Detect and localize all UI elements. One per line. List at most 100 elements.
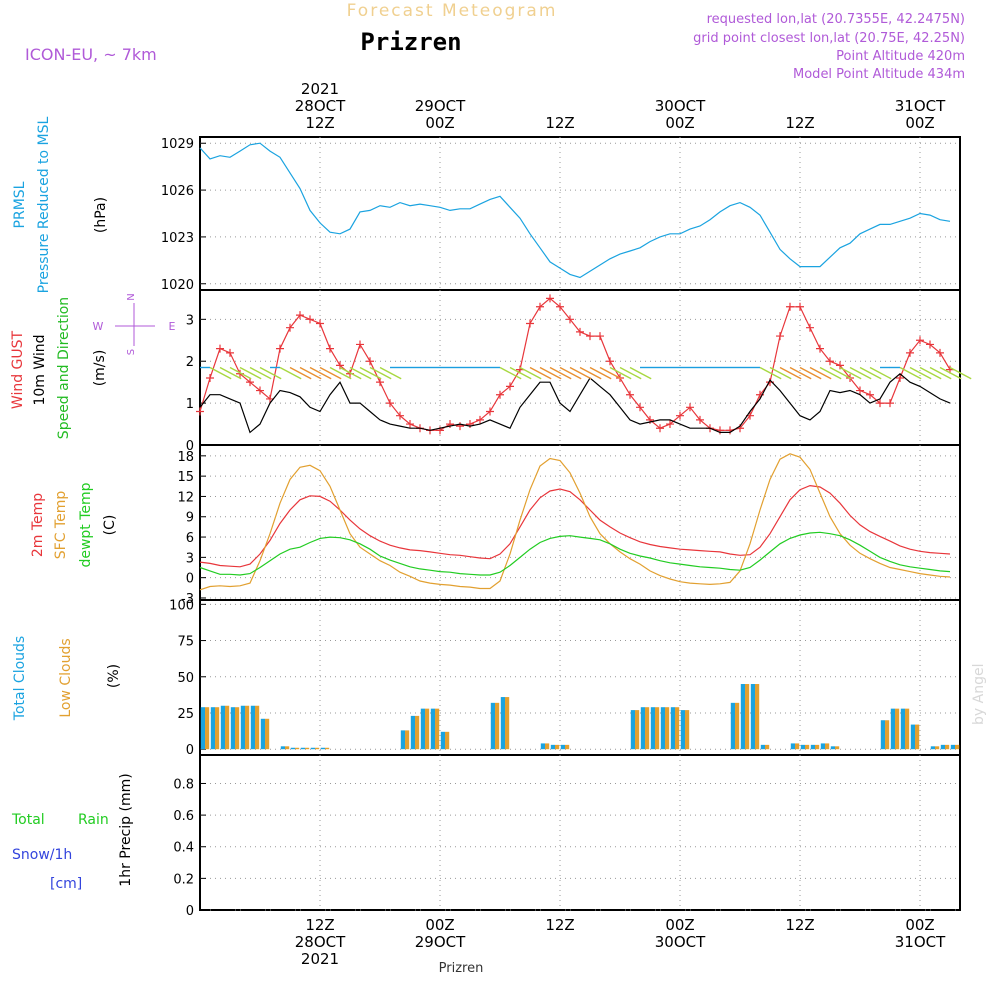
wind-direction-arrow — [539, 366, 562, 380]
gust-marker — [816, 344, 824, 353]
low-cloud-bar — [805, 744, 810, 750]
total-cloud-bar — [760, 744, 765, 750]
y-tick-label: 0.6 — [173, 809, 194, 824]
gust-marker — [626, 390, 634, 399]
wind-direction-arrow — [339, 366, 362, 380]
low-cloud-bar — [835, 746, 840, 750]
precip-unit: 1hr Precip (mm) — [118, 773, 134, 886]
y-tick-label: 100 — [169, 598, 194, 613]
total-cloud-bar — [730, 702, 735, 750]
wind-direction-arrow — [279, 366, 302, 380]
gust-marker — [396, 411, 404, 420]
compass-north: N — [126, 293, 137, 300]
compass-east: E — [169, 320, 176, 333]
total-cloud-bar — [240, 705, 245, 750]
y-tick-label: 0 — [186, 572, 194, 587]
total-cloud-bar — [410, 715, 415, 750]
y-tick-label: 2 — [186, 355, 194, 370]
panel-frame — [199, 136, 961, 291]
y-tick-label: 3 — [186, 313, 194, 328]
gust-marker — [926, 340, 934, 349]
gust-marker — [776, 332, 784, 341]
model-label: ICON-EU, ~ 7km — [25, 45, 157, 64]
top-tick-label: 12Z — [545, 114, 574, 132]
total-cloud-bar — [490, 702, 495, 750]
low-cloud-bar — [895, 708, 900, 750]
bottom-tick-label: 12Z — [305, 916, 334, 934]
total-cloud-bar — [830, 746, 835, 750]
gust-marker — [856, 386, 864, 395]
wind-direction-arrow — [369, 366, 392, 380]
low-cloud-bar — [265, 718, 270, 750]
y-tick-label: 0.8 — [173, 777, 194, 792]
gust-marker — [256, 386, 264, 395]
low-cloud-bar — [645, 707, 650, 750]
y-tick-label: 0 — [186, 904, 194, 919]
y-tick-label: 0.2 — [173, 872, 194, 887]
wind-direction-arrow — [819, 366, 842, 380]
precip-panel: 0 0.2 0.4 0.6 0.8 — [173, 754, 961, 919]
y-tick-label: 12 — [177, 490, 194, 505]
gust-marker — [656, 424, 664, 433]
gust-marker — [566, 315, 574, 324]
wind-direction-arrow — [219, 366, 242, 380]
low-cloud-bar — [215, 707, 220, 750]
gust-marker — [906, 348, 914, 357]
low-cloud-bar — [545, 743, 550, 750]
gust-marker — [676, 411, 684, 420]
wind-direction-arrow — [619, 366, 642, 380]
total-cloud-bar — [540, 743, 545, 750]
wind-direction-arrow — [209, 366, 232, 380]
gust-marker — [716, 426, 724, 435]
low-cloud-bar — [955, 744, 960, 750]
total-cloud-bar — [260, 718, 265, 750]
low-cloud-bar — [315, 747, 320, 750]
low-cloud-bar — [915, 724, 920, 750]
gust-marker — [876, 399, 884, 408]
top-tick-label: 00Z — [665, 114, 694, 132]
panel-frame — [199, 754, 961, 911]
gust-marker — [376, 378, 384, 387]
total-cloud-bar — [880, 720, 885, 750]
gust-marker — [206, 373, 214, 382]
gust-marker — [936, 348, 944, 357]
bottom-tick-label: 00Z — [665, 916, 694, 934]
low-clouds-label: Low Clouds — [58, 638, 74, 717]
wind-direction-arrow — [589, 366, 612, 380]
precip-rain-label: Rain — [78, 812, 109, 828]
requested-coords: requested lon,lat (20.7355E, 42.2475N) — [707, 12, 965, 27]
wind-direction-arrow — [309, 366, 332, 380]
wind-direction-arrow — [949, 366, 972, 380]
top-tick-label: 00Z — [425, 114, 454, 132]
compass-rose: N S W E — [93, 293, 176, 355]
low-cloud-bar — [665, 707, 670, 750]
gust-marker — [406, 420, 414, 429]
precip-snow-unit: [cm] — [50, 876, 82, 892]
total-cloud-bar — [560, 744, 565, 750]
gust-marker — [606, 357, 614, 366]
total-cloud-bar — [310, 747, 315, 750]
total-cloud-bar — [640, 707, 645, 750]
y-tick-label: 50 — [177, 671, 194, 686]
pressure-label-2: Pressure Reduced to MSL — [36, 116, 52, 293]
gust-line — [199, 297, 951, 431]
low-cloud-bar — [245, 705, 250, 750]
total-cloud-bar — [200, 707, 205, 750]
wind-direction-arrow — [329, 366, 352, 380]
gust-marker — [686, 403, 694, 412]
low-cloud-bar — [825, 743, 830, 750]
wind-direction-arrow — [559, 366, 582, 380]
wind-direction-arrow — [599, 366, 622, 380]
pressure-line — [199, 142, 951, 279]
wind-direction-arrow — [929, 366, 952, 380]
bottom-tick-label: 00Z — [905, 916, 934, 934]
pressure-label-1: PRMSL — [12, 181, 28, 228]
total-cloud-bar — [800, 744, 805, 750]
low-cloud-bar — [565, 744, 570, 750]
total-cloud-bar — [420, 708, 425, 750]
gust-marker — [496, 390, 504, 399]
wind-unit: (m/s) — [92, 350, 108, 387]
y-tick-label: 9 — [186, 511, 194, 526]
gust-marker — [456, 422, 464, 431]
gust-marker — [576, 327, 584, 336]
